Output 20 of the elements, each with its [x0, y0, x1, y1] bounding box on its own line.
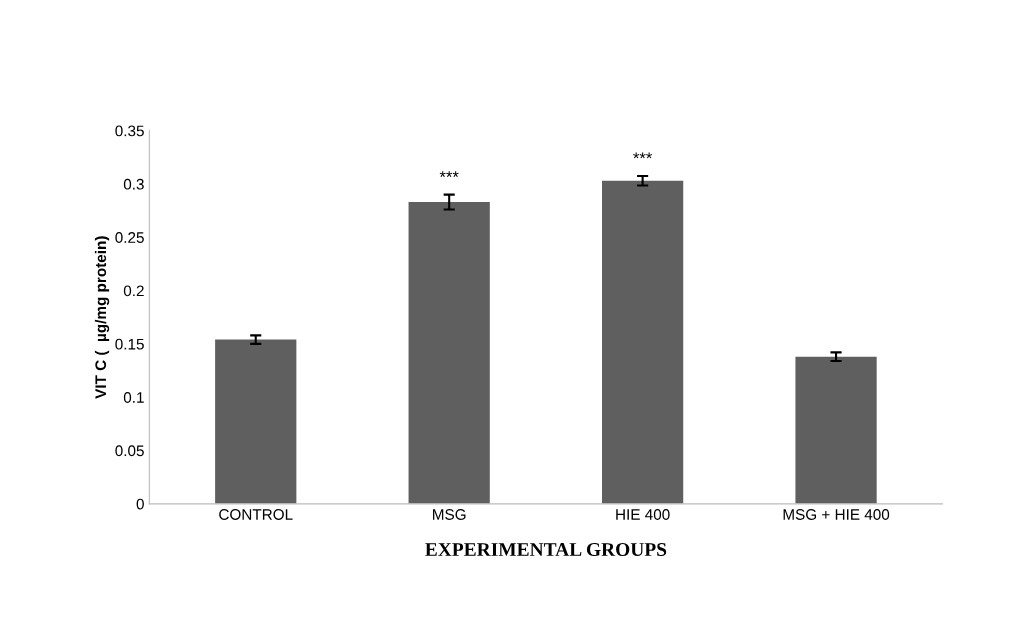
- data-label: ***: [633, 152, 653, 159]
- x-tick-label: MSG + HIE 400: [783, 509, 890, 520]
- bar: [215, 339, 297, 504]
- x-axis-title: EXPERIMENTAL GROUPS: [425, 542, 667, 557]
- y-tick-label: 0.15: [115, 338, 144, 350]
- x-tick-label: HIE 400: [616, 509, 670, 520]
- bar: [795, 356, 877, 504]
- y-tick-label: 0.35: [115, 125, 144, 137]
- y-tick-label: 0.25: [115, 232, 144, 243]
- y-axis-title: VIT C ( µg/mg protein): [94, 236, 110, 399]
- bar: [602, 180, 684, 504]
- bar: [408, 202, 490, 504]
- y-tick-label: 0.3: [123, 178, 144, 190]
- y-tick-label: 0.05: [115, 445, 144, 457]
- x-tick-label: MSG: [433, 509, 466, 520]
- y-tick-label: 0.1: [123, 392, 144, 403]
- x-tick-label: CONTROL: [219, 509, 293, 520]
- data-label: ***: [439, 171, 459, 177]
- y-tick-label: 0.2: [123, 285, 144, 297]
- y-tick-label: 0: [136, 498, 144, 510]
